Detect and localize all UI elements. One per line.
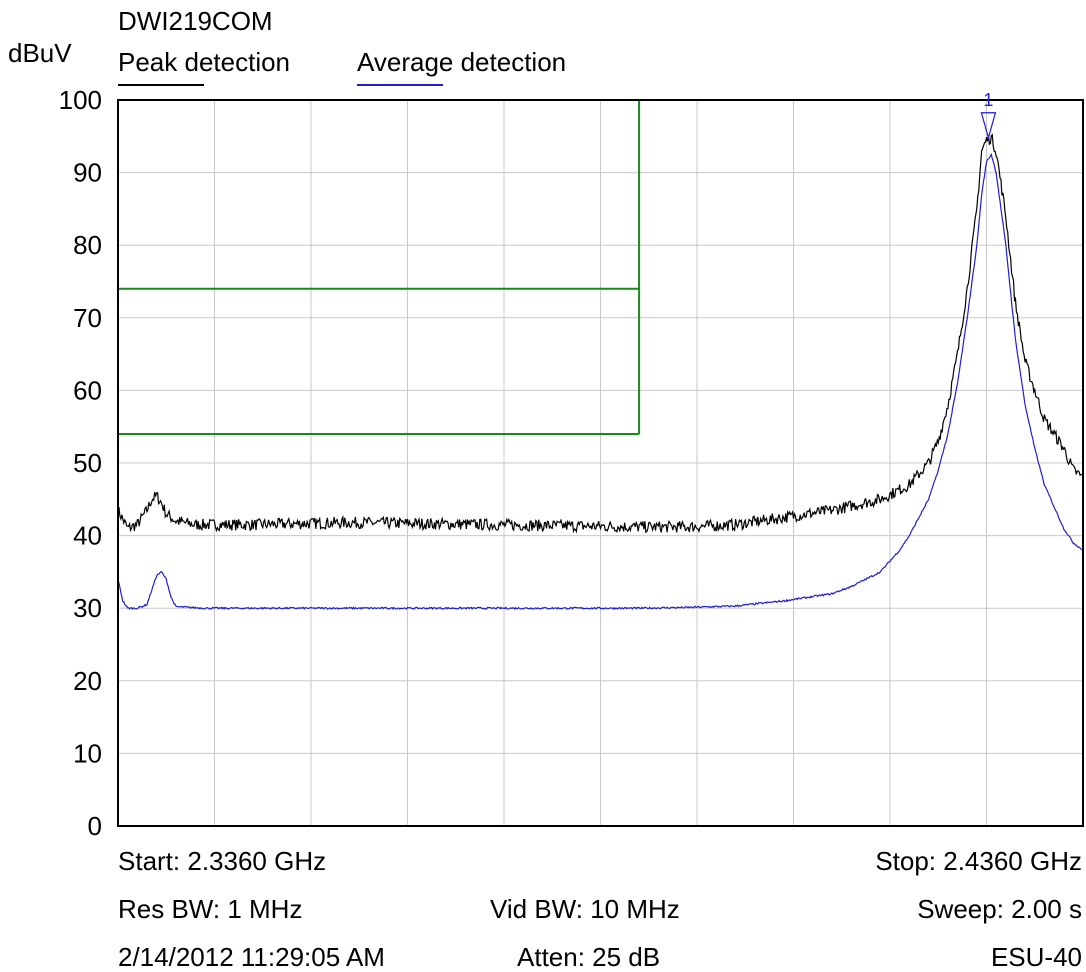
y-tick-label: 40 bbox=[73, 521, 102, 551]
stop-frequency: Stop: 2.4360 GHz bbox=[875, 846, 1082, 876]
attenuation: Atten: 25 dB bbox=[517, 942, 661, 972]
legend-peak-swatch bbox=[118, 84, 204, 86]
y-tick-label: 100 bbox=[59, 85, 102, 115]
legend-average-detection: Average detection bbox=[357, 47, 567, 77]
instrument-model: ESU-40 bbox=[990, 942, 1082, 972]
chart-title: DWI219COM bbox=[118, 6, 273, 36]
y-tick-label: 10 bbox=[73, 738, 102, 768]
timestamp: 2/14/2012 11:29:05 AM bbox=[118, 942, 385, 972]
y-tick-label: 60 bbox=[73, 375, 102, 405]
marker-triangle bbox=[980, 112, 997, 140]
y-tick-label: 0 bbox=[88, 811, 102, 840]
plot-frame bbox=[117, 99, 1084, 827]
y-tick-label: 90 bbox=[73, 158, 102, 188]
video-bandwidth: Vid BW: 10 MHz bbox=[490, 894, 680, 924]
marker-label: 1 bbox=[983, 90, 993, 110]
start-frequency: Start: 2.3360 GHz bbox=[118, 846, 327, 876]
y-tick-label: 70 bbox=[73, 303, 102, 333]
y-axis-unit-label: dBuV bbox=[8, 38, 72, 68]
y-tick-label: 80 bbox=[73, 230, 102, 260]
spectrum-chart: 0 10 20 30 40 50 60 70 80 90 100 1 bbox=[59, 85, 1084, 840]
y-tick-label: 30 bbox=[73, 593, 102, 623]
legend-peak-detection: Peak detection bbox=[118, 47, 291, 77]
y-tick-label: 20 bbox=[73, 666, 102, 696]
legend-average-swatch bbox=[357, 84, 443, 86]
resolution-bandwidth: Res BW: 1 MHz bbox=[118, 894, 303, 924]
peak-detection-trace bbox=[117, 133, 1084, 534]
sweep-time: Sweep: 2.00 s bbox=[917, 894, 1082, 924]
y-tick-label: 50 bbox=[73, 448, 102, 478]
average-detection-trace bbox=[117, 152, 1084, 611]
